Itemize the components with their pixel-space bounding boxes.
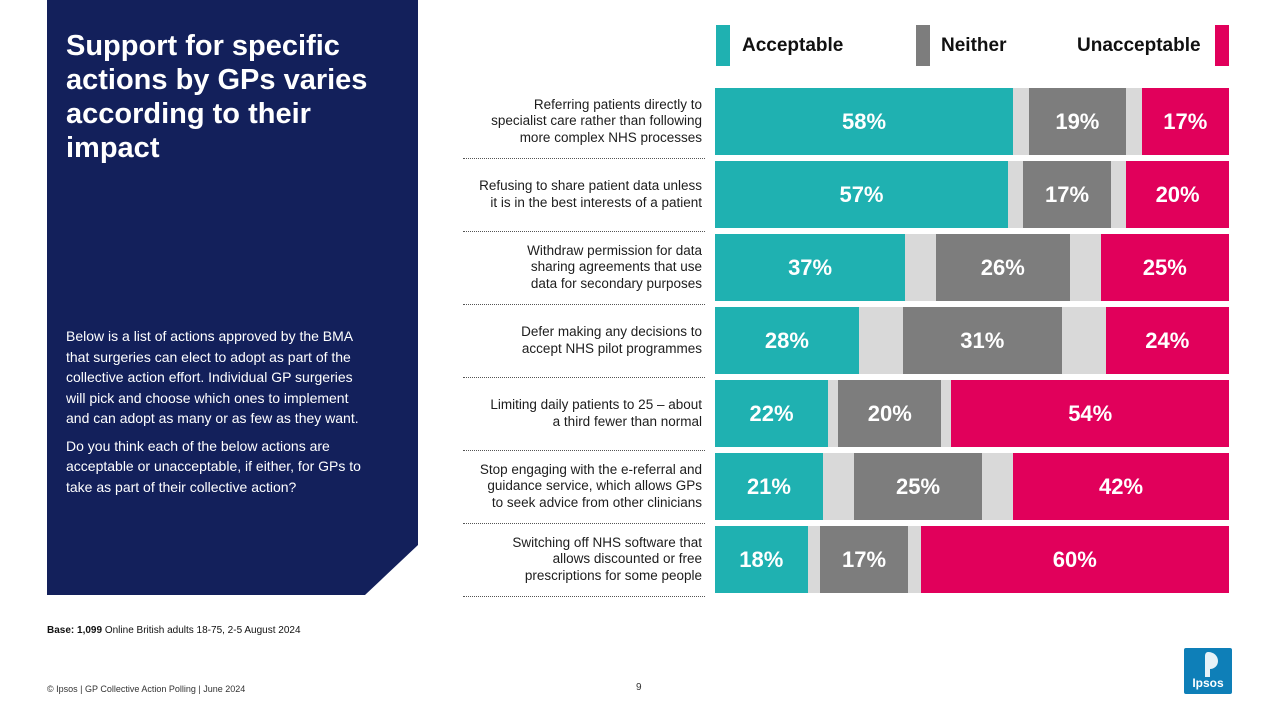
data-label-neither-7: 17%: [842, 546, 887, 572]
row-separator: [463, 450, 705, 451]
data-label-unacceptable-3: 25%: [1142, 254, 1187, 280]
category-label-5: Limiting daily patients to 25 – about a t…: [463, 380, 702, 447]
row-separator: [463, 158, 705, 159]
data-label-acceptable-7: 18%: [739, 546, 784, 572]
data-label-neither-3: 26%: [980, 254, 1025, 280]
page-title: Support for specific actions by GPs vari…: [66, 30, 368, 164]
bar-acceptable-4: [715, 307, 859, 374]
legend-label-neither: Neither: [941, 35, 1007, 56]
data-label-neither-2: 17%: [1045, 181, 1090, 207]
description-paragraph-2: Do you think each of the below actions a…: [66, 437, 361, 495]
stacked-bar-chart: 58% 19% 17% 57% 17% 20% 37% 26% 25% 28% 31% 24% 22% 2…: [715, 88, 1229, 598]
row-separator: [463, 231, 705, 232]
data-label-unacceptable-7: 60%: [1052, 546, 1097, 572]
category-label-text: Limiting daily patients to 25 – about a t…: [490, 397, 702, 429]
row-separator: [463, 377, 705, 378]
bar-acceptable-7: [715, 526, 808, 593]
legend-label-unacceptable: Unacceptable: [1077, 35, 1201, 56]
bar-neither-5: [838, 380, 942, 447]
category-label-text: Stop engaging with the e-referral and gui…: [479, 461, 702, 510]
data-label-unacceptable-5: 54%: [1068, 400, 1113, 426]
bar-acceptable-3: [715, 234, 906, 301]
ipsos-logo: Ipsos: [1184, 648, 1232, 694]
bar-acceptable-1: [715, 88, 1014, 155]
bar-neither-6: [853, 453, 983, 520]
row-separator: [463, 596, 705, 597]
bar-unacceptable-6: [1013, 453, 1229, 520]
page-number: 9: [636, 682, 642, 693]
data-label-neither-1: 19%: [1055, 108, 1100, 134]
category-label-7: Switching off NHS software that allows di…: [463, 526, 702, 593]
bar-acceptable-6: [715, 453, 823, 520]
category-label-text: Switching off NHS software that allows di…: [512, 534, 702, 583]
category-label-text: Referring patients directly to specialist…: [491, 96, 702, 145]
bar-unacceptable-2: [1126, 161, 1229, 228]
row-separator: [463, 304, 705, 305]
data-label-acceptable-2: 57%: [839, 181, 884, 207]
bar-unacceptable-1: [1141, 88, 1229, 155]
data-label-neither-6: 25%: [895, 473, 941, 499]
category-label-1: Referring patients directly to specialist…: [463, 88, 702, 155]
bar-unacceptable-7: [920, 526, 1229, 593]
bar-neither-3: [936, 234, 1070, 301]
data-label-acceptable-4: 28%: [764, 327, 809, 353]
data-label-neither-4: 31%: [960, 327, 1005, 353]
category-label-2: Refusing to share patient data unless it …: [463, 161, 702, 228]
category-label-6: Stop engaging with the e-referral and gui…: [463, 453, 702, 520]
bar-acceptable-2: [715, 161, 1008, 228]
category-label-3: Withdraw permission for data sharing agre…: [463, 234, 702, 301]
data-label-acceptable-6: 21%: [746, 473, 791, 499]
row-separator: [463, 523, 705, 524]
bar-neither-4: [902, 307, 1062, 374]
data-label-unacceptable-6: 42%: [1099, 473, 1144, 499]
footer-copyright: © Ipsos | GP Collective Action Polling |…: [47, 684, 246, 694]
base-note-label: Base:: [47, 625, 75, 636]
legend-label-acceptable: Acceptable: [742, 35, 844, 56]
bar-unacceptable-3: [1100, 234, 1229, 301]
data-label-unacceptable-1: 17%: [1163, 108, 1208, 134]
base-note: Base: 1,099 Online British adults 18-75,…: [47, 625, 301, 636]
data-label-acceptable-3: 37%: [788, 254, 833, 280]
bar-neither-1: [1028, 88, 1127, 155]
title-panel: Support for specific actions by GPs vari…: [47, 0, 418, 595]
bar-neither-7: [820, 526, 908, 593]
description-paragraph-1: Below is a list of actions approved by t…: [66, 328, 359, 426]
bar-neither-2: [1023, 161, 1111, 228]
data-label-unacceptable-4: 24%: [1145, 327, 1190, 353]
category-label-text: Defer making any decisions to accept NHS …: [521, 324, 702, 356]
legend-swatch-neither: [916, 25, 930, 66]
bar-unacceptable-5: [951, 380, 1229, 447]
category-label-text: Refusing to share patient data unless it …: [479, 178, 702, 210]
category-label-text: Withdraw permission for data sharing agre…: [527, 242, 702, 291]
panel-description: Below is a list of actions approved by t…: [66, 326, 371, 504]
bar-acceptable-5: [715, 380, 829, 447]
legend-swatch-acceptable: [716, 25, 730, 66]
logo-mark-icon: [1205, 652, 1218, 677]
data-label-unacceptable-2: 20%: [1155, 181, 1200, 207]
data-label-acceptable-1: 58%: [842, 108, 887, 134]
category-label-4: Defer making any decisions to accept NHS …: [463, 307, 702, 374]
base-note-value: 1,099: [77, 625, 103, 636]
legend-swatch-unacceptable: [1215, 25, 1229, 66]
bar-unacceptable-4: [1105, 307, 1229, 374]
base-note-text: Online British adults 18-75, 2-5 August …: [104, 625, 301, 636]
data-label-neither-5: 20%: [867, 400, 912, 426]
logo-text: Ipsos: [1192, 676, 1224, 690]
data-label-acceptable-5: 22%: [749, 400, 794, 426]
